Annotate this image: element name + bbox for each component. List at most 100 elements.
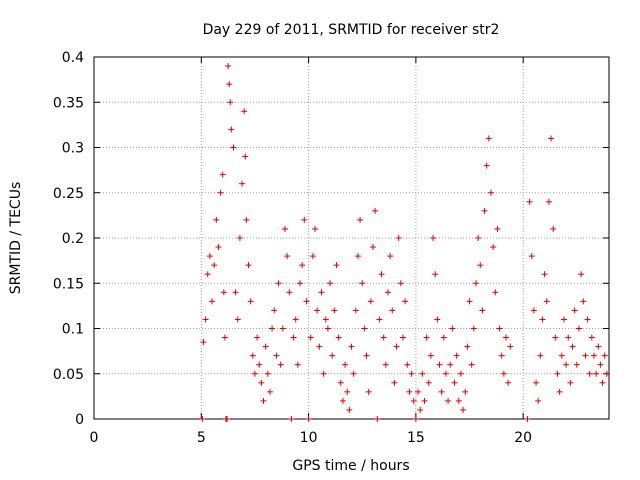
- y-tick-label: 0.2: [62, 231, 84, 247]
- data-point: [449, 325, 456, 332]
- data-point: [498, 352, 505, 359]
- data-point: [445, 397, 452, 404]
- data-point: [230, 144, 237, 151]
- data-point: [297, 280, 303, 287]
- data-point: [563, 361, 570, 368]
- data-point: [239, 180, 246, 187]
- data-point: [378, 271, 385, 278]
- data-point: [303, 298, 310, 305]
- data-point: [236, 235, 243, 241]
- data-point: [262, 343, 269, 350]
- data-point: [344, 388, 351, 395]
- data-point: [578, 271, 585, 278]
- data-point: [590, 352, 597, 359]
- data-point: [389, 307, 396, 314]
- data-point: [273, 352, 280, 359]
- x-tick-label: 10: [300, 430, 318, 446]
- data-point: [382, 361, 389, 368]
- data-point: [434, 316, 441, 323]
- data-point: [496, 325, 503, 332]
- y-tick-label: 0.3: [62, 141, 84, 157]
- data-point: [415, 388, 422, 395]
- data-point: [266, 388, 273, 395]
- data-point: [483, 162, 490, 169]
- data-point: [530, 307, 537, 314]
- data-point: [200, 339, 207, 346]
- data-point: [363, 352, 370, 359]
- data-point: [318, 289, 325, 296]
- data-point: [247, 298, 254, 305]
- data-point: [271, 307, 278, 314]
- data-point: [410, 397, 417, 404]
- data-point: [500, 370, 507, 377]
- data-point: [254, 334, 261, 341]
- data-point: [490, 244, 497, 251]
- data-point: [421, 397, 428, 404]
- data-point: [301, 216, 308, 223]
- data-point: [269, 325, 276, 332]
- grid-lines: [94, 57, 609, 419]
- data-point: [419, 370, 426, 377]
- data-point: [204, 271, 211, 278]
- data-point: [539, 316, 546, 323]
- data-point: [430, 235, 437, 241]
- data-point: [335, 334, 342, 341]
- data-point: [427, 352, 434, 359]
- data-point: [342, 361, 349, 368]
- data-point: [391, 379, 398, 386]
- data-point: [475, 235, 482, 241]
- data-point: [472, 280, 479, 287]
- data-point: [284, 253, 291, 260]
- data-point: [245, 262, 252, 269]
- data-point: [211, 262, 218, 269]
- data-point: [571, 307, 578, 314]
- data-point: [425, 379, 432, 386]
- data-point: [242, 153, 249, 160]
- data-point: [524, 416, 531, 422]
- data-point: [447, 361, 454, 368]
- data-point: [352, 307, 359, 314]
- data-point: [365, 388, 372, 395]
- data-point: [462, 388, 469, 395]
- data-point: [243, 216, 250, 223]
- data-point: [533, 379, 540, 386]
- data-point: [309, 253, 316, 260]
- data-point: [408, 370, 415, 377]
- data-point: [545, 198, 552, 205]
- data-point: [324, 325, 331, 332]
- data-point: [586, 370, 593, 377]
- data-point: [485, 135, 492, 142]
- data-point: [206, 253, 213, 260]
- data-point: [225, 63, 232, 70]
- data-point: [575, 325, 582, 332]
- data-point: [281, 225, 288, 232]
- data-point: [320, 370, 327, 377]
- y-tick-label: 0: [75, 412, 84, 428]
- data-point: [466, 298, 473, 305]
- data-point: [329, 352, 336, 359]
- axis-ticks: 0 0.05 0.1 0.15 0.2 0.25 0.3 0.35 0.4 0 5 10 15 20: [53, 50, 609, 446]
- x-tick-label: 5: [197, 430, 206, 446]
- data-point: [359, 280, 366, 287]
- y-tick-label: 0.15: [53, 276, 84, 292]
- x-axis-label: GPS time / hours: [292, 458, 409, 474]
- data-point: [468, 361, 475, 368]
- data-point: [350, 370, 357, 377]
- data-point: [202, 316, 209, 323]
- data-point: [438, 388, 445, 395]
- data-point: [354, 253, 361, 260]
- data-point: [505, 379, 512, 386]
- data-point: [560, 316, 567, 323]
- data-point: [217, 189, 224, 196]
- data-point: [442, 370, 449, 377]
- data-point: [603, 370, 610, 377]
- data-point: [372, 207, 379, 214]
- data-point: [400, 334, 406, 341]
- data-point: [249, 352, 256, 359]
- data-point: [337, 379, 344, 386]
- data-point: [588, 334, 595, 341]
- data-point: [314, 307, 321, 314]
- data-point: [277, 361, 284, 368]
- data-point: [492, 289, 499, 296]
- data-point: [412, 416, 419, 422]
